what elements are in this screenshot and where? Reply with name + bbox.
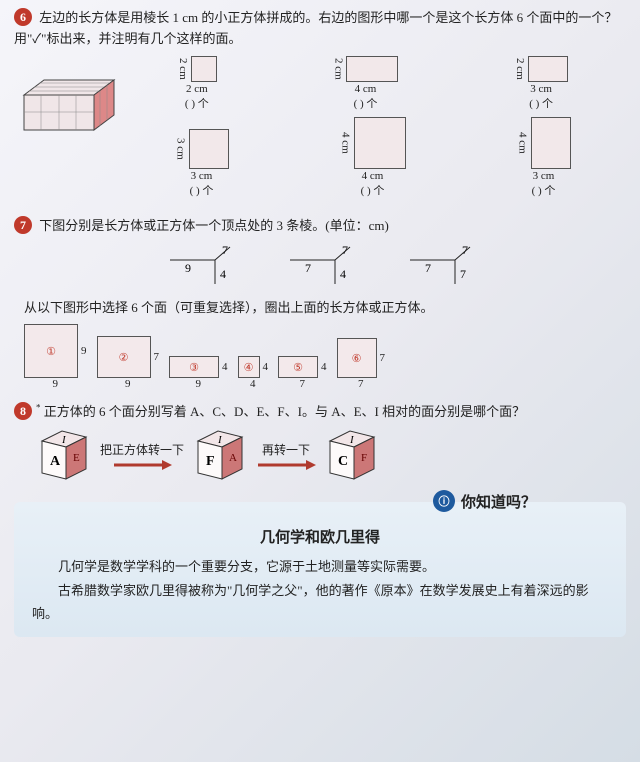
q6-face-row-2: 3 cm3 cm( ) 个 4 cm4 cm( ) 个 4 cm3 cm( ) 个 <box>119 117 626 198</box>
svg-text:A: A <box>50 454 61 469</box>
badge-7: 7 <box>14 216 32 234</box>
face-option: 2 cm4 cm( ) 个 <box>332 56 398 111</box>
svg-text:7: 7 <box>342 243 348 257</box>
q8-cubes-row: AIE把正方体转一下FIA再转一下CIF <box>34 429 626 488</box>
star: * <box>36 403 41 413</box>
corner-figure: 7 7 7 <box>400 242 480 291</box>
shape-option: ②79 <box>97 336 160 390</box>
face-option: 4 cm4 cm( ) 个 <box>340 117 406 198</box>
corner-figure: 7 7 4 <box>280 242 360 291</box>
svg-text:7: 7 <box>462 243 468 257</box>
q6-text: 左边的长方体是用棱长 1 cm 的小正方体拼成的。右边的图形中哪一个是这个长方体… <box>14 10 617 46</box>
corner-figure: 9 7 4 <box>160 242 240 291</box>
cube-3: CIF <box>322 429 382 488</box>
svg-text:E: E <box>73 452 80 464</box>
svg-text:7: 7 <box>425 261 431 275</box>
svg-text:4: 4 <box>340 267 346 281</box>
know-badge: ⓘ 你知道吗？ <box>433 490 536 512</box>
cuboid-diagram <box>24 80 109 130</box>
svg-text:7: 7 <box>305 261 311 275</box>
know-badge-text: 你知道吗？ <box>461 491 536 512</box>
shape-option: ④44 <box>238 356 269 390</box>
turn-1: 把正方体转一下 <box>100 441 184 476</box>
q6-face-row-1: 2 cm2 cm( ) 个 2 cm4 cm( ) 个 2 cm3 cm( ) 个 <box>119 56 626 111</box>
problem-8: 8 * 正方体的 6 个面分别写着 A、C、D、E、F、I。与 A、E、I 相对的… <box>14 402 626 488</box>
cube-1: AIE <box>34 429 94 488</box>
face-option: 4 cm3 cm( ) 个 <box>517 117 571 198</box>
svg-text:4: 4 <box>220 267 226 281</box>
badge-6: 6 <box>14 8 32 26</box>
problem-6: 6 左边的长方体是用棱长 1 cm 的小正方体拼成的。右边的图形中哪一个是这个长… <box>14 8 626 204</box>
face-option: 3 cm3 cm( ) 个 <box>175 129 229 198</box>
know-p2: 古希腊数学家欧几里得被称为"几何学之父"，他的著作《原本》在数学发展史上有着深远… <box>32 579 608 626</box>
shape-option: ⑤47 <box>278 356 327 390</box>
know-title: 几何学和欧几里得 <box>32 526 608 547</box>
svg-text:F: F <box>361 452 367 464</box>
svg-text:A: A <box>229 452 237 464</box>
svg-text:7: 7 <box>460 267 466 281</box>
shape-option: ⑥77 <box>337 338 386 390</box>
q8-text: 正方体的 6 个面分别写着 A、C、D、E、F、I。与 A、E、I 相对的面分别… <box>44 404 525 419</box>
q7-text: 下图分别是长方体或正方体一个顶点处的 3 条棱。(单位：cm) <box>39 218 389 233</box>
turn-2: 再转一下 <box>256 441 316 476</box>
face-option: 2 cm3 cm( ) 个 <box>514 56 568 111</box>
q7-options: ①99②79 ③49 ④44 ⑤47 ⑥77 <box>24 324 626 390</box>
cube-2: FIA <box>190 429 250 488</box>
shape-option: ③49 <box>169 356 228 390</box>
q7-corners: 9 7 4 7 7 4 7 7 7 <box>14 242 626 291</box>
svg-text:7: 7 <box>222 243 228 257</box>
shape-option: ①99 <box>24 324 87 390</box>
svg-text:F: F <box>206 454 215 469</box>
problem-7: 7 下图分别是长方体或正方体一个顶点处的 3 条棱。(单位：cm) 9 7 4 7 7 4… <box>14 216 626 391</box>
know-p1: 几何学是数学学科的一个重要分支，它源于土地测量等实际需要。 <box>32 555 608 578</box>
did-you-know-box: ⓘ 你知道吗？ 几何学和欧几里得 几何学是数学学科的一个重要分支，它源于土地测量… <box>14 502 626 637</box>
svg-text:C: C <box>338 454 348 469</box>
svg-text:9: 9 <box>185 261 191 275</box>
q7-sub: 从以下图形中选择 6 个面（可重复选择），圈出上面的长方体或正方体。 <box>24 297 626 316</box>
face-option: 2 cm2 cm( ) 个 <box>177 56 217 111</box>
info-icon: ⓘ <box>433 490 455 512</box>
badge-8: 8 <box>14 402 32 420</box>
